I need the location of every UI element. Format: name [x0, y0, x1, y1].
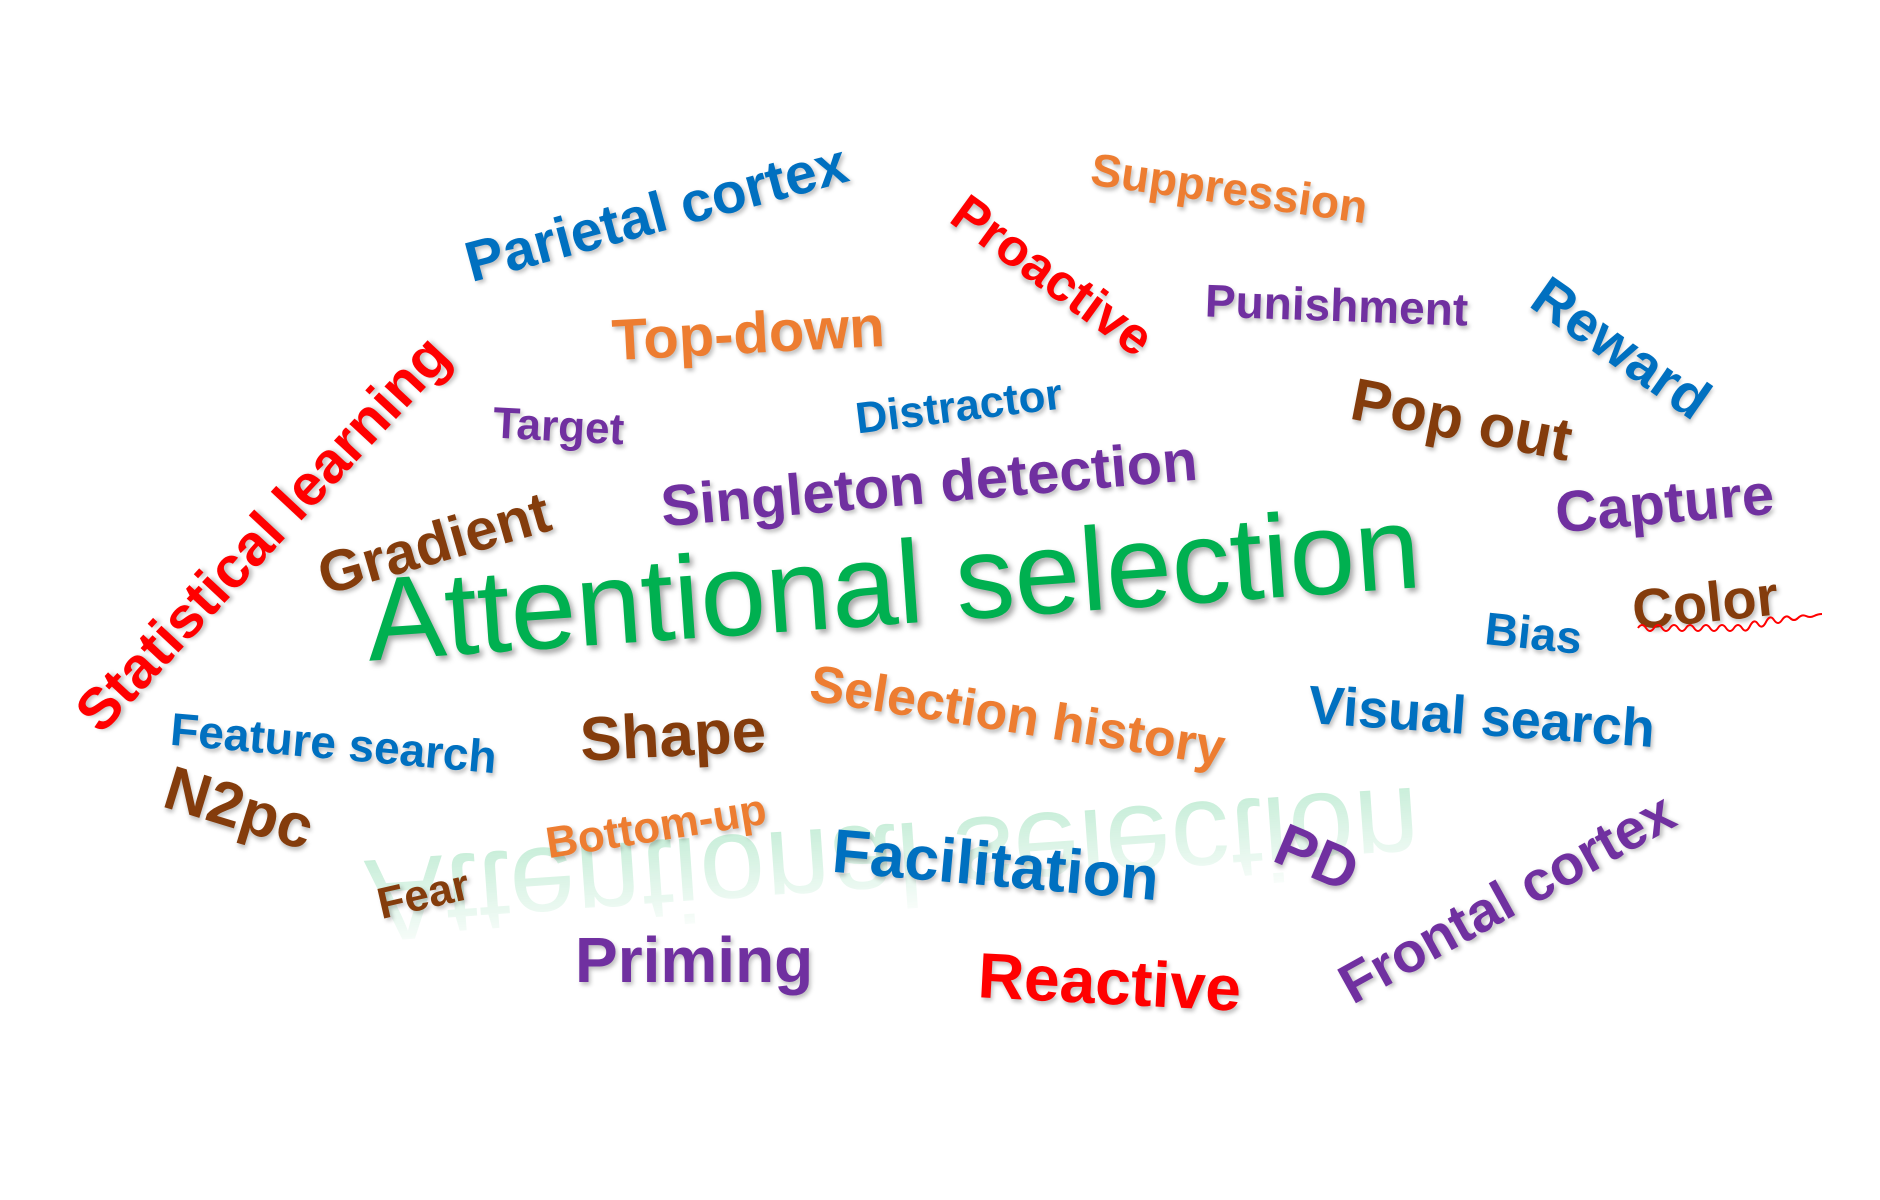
word-reactive: Reactive	[976, 939, 1243, 1025]
word-visual-search: Visual search	[1306, 674, 1657, 760]
word-n2pc: N2pc	[156, 753, 322, 864]
word-parietal-cortex: Parietal cortex	[458, 131, 855, 295]
word-pop-out: Pop out	[1345, 365, 1578, 474]
word-suppression: Suppression	[1087, 142, 1371, 234]
word-capture: Capture	[1552, 461, 1777, 546]
word-distractor: Distractor	[852, 369, 1065, 444]
word-target: Target	[491, 398, 626, 455]
word-punishment: Punishment	[1204, 274, 1470, 336]
word-selection-history: Selection history	[806, 654, 1229, 778]
word-shape: Shape	[578, 696, 768, 775]
word-top-down: Top-down	[610, 293, 887, 374]
word-priming: Priming	[575, 924, 814, 996]
word-bias: Bias	[1482, 602, 1585, 664]
spellcheck-squiggle	[1637, 613, 1823, 632]
word-proactive: Proactive	[940, 183, 1164, 369]
